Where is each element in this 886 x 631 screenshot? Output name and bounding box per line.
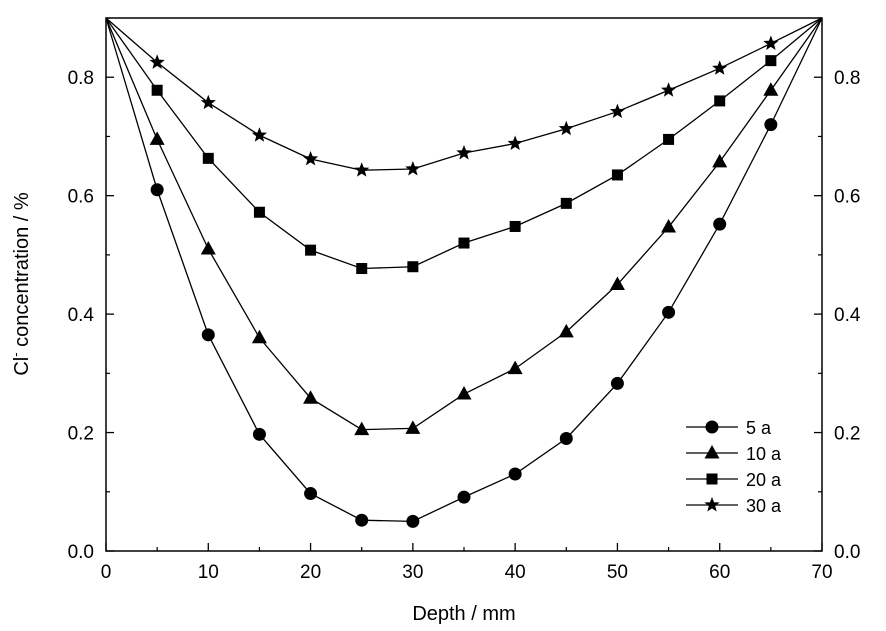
legend-label: 30 a xyxy=(746,496,782,516)
data-point xyxy=(609,103,626,119)
data-point xyxy=(611,169,623,181)
x-tick-label: 30 xyxy=(402,562,423,583)
data-point xyxy=(302,150,319,166)
data-point xyxy=(560,197,572,209)
legend-item: 5 a xyxy=(686,418,772,438)
legend-marker xyxy=(706,473,718,485)
series-square xyxy=(105,17,823,275)
data-point xyxy=(660,82,677,97)
data-point xyxy=(458,237,470,249)
data-point xyxy=(305,244,317,256)
data-point xyxy=(558,323,574,338)
legend-label: 10 a xyxy=(746,444,782,464)
legend-marker xyxy=(705,420,719,434)
series-circle xyxy=(105,17,823,528)
y-tick-label-right: 0.4 xyxy=(834,305,861,326)
legend-marker xyxy=(704,497,720,512)
legend-label: 5 a xyxy=(746,418,772,438)
x-tick-label: 60 xyxy=(709,562,730,583)
data-point xyxy=(764,118,778,132)
data-point xyxy=(200,94,216,110)
data-point xyxy=(712,60,728,75)
legend-item: 30 a xyxy=(686,496,782,516)
y-axis-title-superscript: - xyxy=(8,352,23,356)
y-tick-label-left: 0.8 xyxy=(68,68,94,89)
data-point xyxy=(356,263,368,275)
y-tick-label-left: 0.6 xyxy=(68,187,94,208)
data-point xyxy=(303,390,319,404)
y-axis-title-main: Cl xyxy=(11,357,33,376)
legend-label: 20 a xyxy=(746,470,782,490)
data-point xyxy=(507,135,523,151)
data-point xyxy=(508,467,522,481)
legend: 5 a 10 a 20 a 30 a xyxy=(686,418,782,516)
y-tick-label-left: 0.2 xyxy=(68,424,94,445)
data-point xyxy=(201,328,215,342)
data-point xyxy=(251,127,268,142)
data-point xyxy=(151,84,163,96)
data-point xyxy=(714,95,726,107)
data-point xyxy=(507,360,523,375)
y-ticks-left: 0.0 0.2 0.4 0.6 0.8 xyxy=(68,17,114,563)
y-tick-label-right: 0.2 xyxy=(834,424,860,445)
data-point xyxy=(661,219,677,233)
data-point xyxy=(405,420,421,434)
data-point xyxy=(354,421,370,436)
legend-item: 10 a xyxy=(686,444,782,464)
data-point xyxy=(457,490,471,504)
x-tick-label: 40 xyxy=(505,562,526,583)
data-point xyxy=(713,217,727,231)
y-ticks-right: 0.0 0.2 0.4 0.6 0.8 xyxy=(814,17,861,563)
series-triangle xyxy=(105,17,823,436)
legend-item: 20 a xyxy=(686,470,782,490)
x-tick-label: 10 xyxy=(198,562,219,583)
x-tick-label: 70 xyxy=(811,562,832,583)
data-point xyxy=(763,82,779,96)
data-point xyxy=(456,145,472,160)
data-point xyxy=(406,514,420,528)
y-tick-label-left: 0.4 xyxy=(68,305,95,326)
data-point xyxy=(662,305,676,319)
data-point xyxy=(149,131,165,145)
data-point xyxy=(610,376,624,390)
x-axis-title: Depth / mm xyxy=(412,603,515,625)
x-tick-label: 20 xyxy=(300,562,321,583)
series-star xyxy=(105,17,823,177)
series-group xyxy=(105,17,823,528)
legend-marker xyxy=(704,445,720,459)
data-point xyxy=(202,152,214,164)
data-point xyxy=(559,431,573,445)
data-point xyxy=(149,54,165,69)
data-point xyxy=(355,513,369,527)
data-point xyxy=(253,206,265,218)
data-point xyxy=(763,35,779,50)
data-point xyxy=(558,120,574,136)
series-line xyxy=(105,17,823,270)
data-point xyxy=(150,183,164,197)
y-axis-title-rest: concentration / % xyxy=(11,192,33,352)
data-point xyxy=(407,261,419,273)
series-line xyxy=(105,17,823,523)
data-point xyxy=(509,220,521,232)
data-point xyxy=(663,133,675,145)
data-point xyxy=(609,276,625,290)
data-point xyxy=(251,329,267,344)
x-tick-label: 0 xyxy=(101,562,112,583)
y-tick-label-right: 0.6 xyxy=(834,187,860,208)
data-point xyxy=(354,162,370,177)
x-ticks: 0 10 20 30 40 50 60 70 xyxy=(101,543,833,583)
data-point xyxy=(405,161,421,176)
data-point xyxy=(712,153,728,168)
y-tick-label-right: 0.0 xyxy=(834,542,860,563)
y-axis-title: Cl- concentration / % xyxy=(8,192,33,376)
x-tick-label: 50 xyxy=(607,562,628,583)
data-point xyxy=(765,55,777,67)
y-tick-label-left: 0.0 xyxy=(68,542,94,563)
data-point xyxy=(456,386,472,400)
data-point xyxy=(304,487,318,501)
data-point xyxy=(200,240,216,255)
data-point xyxy=(252,427,266,441)
y-tick-label-right: 0.8 xyxy=(834,68,860,89)
